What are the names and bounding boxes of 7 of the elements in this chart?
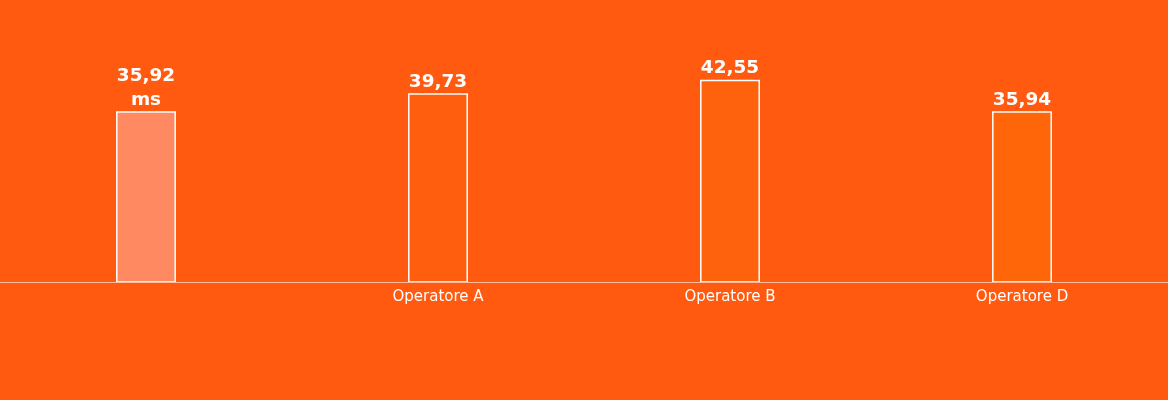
x-tick-label: Operatore D (975, 287, 1069, 305)
x-tick-label: Operatore A (392, 287, 485, 305)
x-tick-label: Operatore B (684, 287, 776, 305)
data-label: 35,92 ms (116, 63, 176, 109)
data-label: 39,73 (408, 69, 468, 91)
data-label: 42,55 (700, 56, 760, 78)
data-label: 35,94 (992, 87, 1052, 109)
